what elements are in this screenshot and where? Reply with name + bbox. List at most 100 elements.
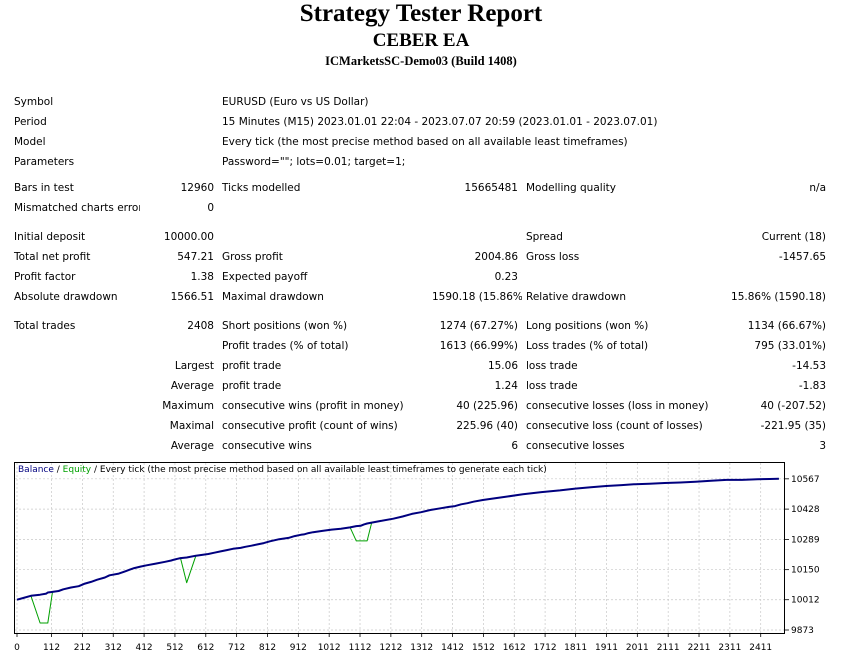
avg-cons-losses-value: 3 <box>819 440 827 452</box>
model-value: Every tick (the most precise method base… <box>222 136 628 148</box>
cons-profit-count-label: consecutive profit (count of wins) <box>222 420 398 432</box>
cons-loss-count-value: -221.95 (35) <box>760 420 827 432</box>
expected-payoff-label: Expected payoff <box>222 271 308 283</box>
initial-deposit-label: Initial deposit <box>14 231 86 243</box>
cons-loss-count-label: consecutive loss (count of losses) <box>526 420 703 432</box>
x-tick-label: 1811 <box>564 643 587 653</box>
absolute-drawdown-value: 1566.51 <box>170 291 214 303</box>
x-tick-label: 212 <box>74 643 91 653</box>
largest-loss-value: -14.53 <box>792 360 827 372</box>
report-title: Strategy Tester Report <box>299 0 543 27</box>
y-tick-label: 9873 <box>791 626 814 636</box>
profit-factor-value: 1.38 <box>190 271 214 283</box>
y-tick-label: 10428 <box>791 505 820 515</box>
short-positions-label: Short positions (won %) <box>222 320 348 332</box>
maximal-drawdown-label: Maximal drawdown <box>222 291 324 303</box>
profit-trades-value: 1613 (66.99%) <box>439 340 518 352</box>
maximum-label: Maximum <box>162 400 214 412</box>
net-profit-label: Total net profit <box>14 251 91 263</box>
x-tick-label: 112 <box>43 643 60 653</box>
x-tick-label: 712 <box>228 643 245 653</box>
net-profit-value: 547.21 <box>177 251 214 263</box>
chart-grid <box>15 463 784 633</box>
ticks-value: 15665481 <box>464 182 518 194</box>
y-axis: 9873 10012 10150 10289 10428 10567 <box>784 475 820 636</box>
x-tick-label: 912 <box>290 643 307 653</box>
x-tick-label: 1911 <box>595 643 618 653</box>
gross-loss-label: Gross loss <box>526 251 580 263</box>
x-tick-label: 1612 <box>503 643 526 653</box>
mismatch-value: 0 <box>207 202 214 214</box>
largest-label: Largest <box>174 360 214 372</box>
x-tick-label: 1512 <box>472 643 495 653</box>
legend-equity: Equity <box>63 465 92 475</box>
ticks-label: Ticks modelled <box>222 182 301 194</box>
model-row: Model Every tick (the most precise metho… <box>10 132 830 152</box>
parameters-label: Parameters <box>14 156 75 168</box>
y-tick-label: 10012 <box>791 596 820 606</box>
legend-balance: Balance <box>18 465 54 475</box>
cons-profit-count-value: 225.96 (40) <box>456 420 518 432</box>
maximal-row: Maximal consecutive profit (count of win… <box>10 416 830 436</box>
largest-profit-label: profit trade <box>222 360 282 372</box>
chart-plot-area <box>14 462 785 634</box>
x-tick-label: 812 <box>259 643 276 653</box>
parameters-value: Password=""; lots=0.01; target=1; <box>222 156 406 168</box>
model-label: Model <box>14 136 46 148</box>
gross-profit-label: Gross profit <box>222 251 283 263</box>
cons-wins-money-value: 40 (225.96) <box>456 400 518 412</box>
x-tick-label: 1412 <box>441 643 464 653</box>
avg-cons-losses-label: consecutive losses <box>526 440 625 452</box>
x-tick-label: 1312 <box>410 643 433 653</box>
x-axis: 0 112 212 312 412 512 612 712 812 912 1012 1112 1212… <box>14 633 772 653</box>
balance-equity-chart: Balance / Equity / Every tick (the most … <box>14 462 820 653</box>
initial-deposit-value: 10000.00 <box>163 231 214 243</box>
maximum-row: Maximum consecutive wins (profit in mone… <box>10 396 830 416</box>
symbol-label: Symbol <box>14 96 54 108</box>
spread-value: Current (18) <box>761 231 827 243</box>
relative-drawdown-value: 15.86% (1590.18) <box>731 291 827 303</box>
profit-trades-row: Profit trades (% of total) 1613 (66.99%)… <box>10 336 830 356</box>
bars-value: 12960 <box>180 182 214 194</box>
average-loss-label: loss trade <box>526 380 578 392</box>
mismatch-row: Mismatched charts errors 0 <box>10 198 830 218</box>
maximal-label: Maximal <box>169 420 214 432</box>
y-tick-label: 10289 <box>791 535 820 545</box>
bars-label: Bars in test <box>14 182 74 194</box>
largest-loss-label: loss trade <box>526 360 578 372</box>
x-tick-label: 2211 <box>688 643 711 653</box>
x-tick-label: 2411 <box>749 643 772 653</box>
x-tick-label: 2311 <box>718 643 741 653</box>
x-tick-label: 1012 <box>318 643 341 653</box>
deposit-row: Initial deposit 10000.00 Spread Current … <box>10 227 830 247</box>
x-tick-label: 1212 <box>379 643 402 653</box>
quality-value: n/a <box>809 182 827 194</box>
legend-description: Every tick (the most precise method base… <box>100 465 547 475</box>
average-consecutive-label: Average <box>170 440 214 452</box>
server-info: ICMarketsSC-Demo03 (Build 1408) <box>325 54 517 68</box>
average-profit-label: profit trade <box>222 380 282 392</box>
drawdown-row: Absolute drawdown 1566.51 Maximal drawdo… <box>10 287 830 307</box>
cons-losses-money-label: consecutive losses (loss in money) <box>526 400 709 412</box>
maximal-drawdown-value: 1590.18 (15.86%) <box>432 291 522 303</box>
x-tick-label: 2111 <box>657 643 680 653</box>
gross-profit-value: 2004.86 <box>474 251 518 263</box>
loss-trades-label: Loss trades (% of total) <box>526 340 649 352</box>
period-row: Period 15 Minutes (M15) 2023.01.01 22:04… <box>10 112 830 132</box>
x-tick-label: 512 <box>166 643 183 653</box>
net-profit-row: Total net profit 547.21 Gross profit 200… <box>10 247 830 267</box>
avg-cons-wins-label: consecutive wins <box>222 440 312 452</box>
average-label: Average <box>170 380 214 392</box>
profit-factor-label: Profit factor <box>14 271 76 283</box>
legend-sep-2: / <box>91 465 100 475</box>
gross-loss-value: -1457.65 <box>778 251 827 263</box>
profit-factor-row: Profit factor 1.38 Expected payoff 0.23 <box>10 267 830 287</box>
bars-row: Bars in test 12960 Ticks modelled 156654… <box>10 178 830 198</box>
long-positions-value: 1134 (66.67%) <box>747 320 827 332</box>
legend-sep-1: / <box>54 465 63 475</box>
largest-row: Largest profit trade 15.06 loss trade -1… <box>10 356 830 376</box>
ea-name: CEBER EA <box>372 30 470 51</box>
loss-trades-value: 795 (33.01%) <box>754 340 827 352</box>
long-positions-label: Long positions (won %) <box>526 320 649 332</box>
chart-series <box>16 477 779 624</box>
